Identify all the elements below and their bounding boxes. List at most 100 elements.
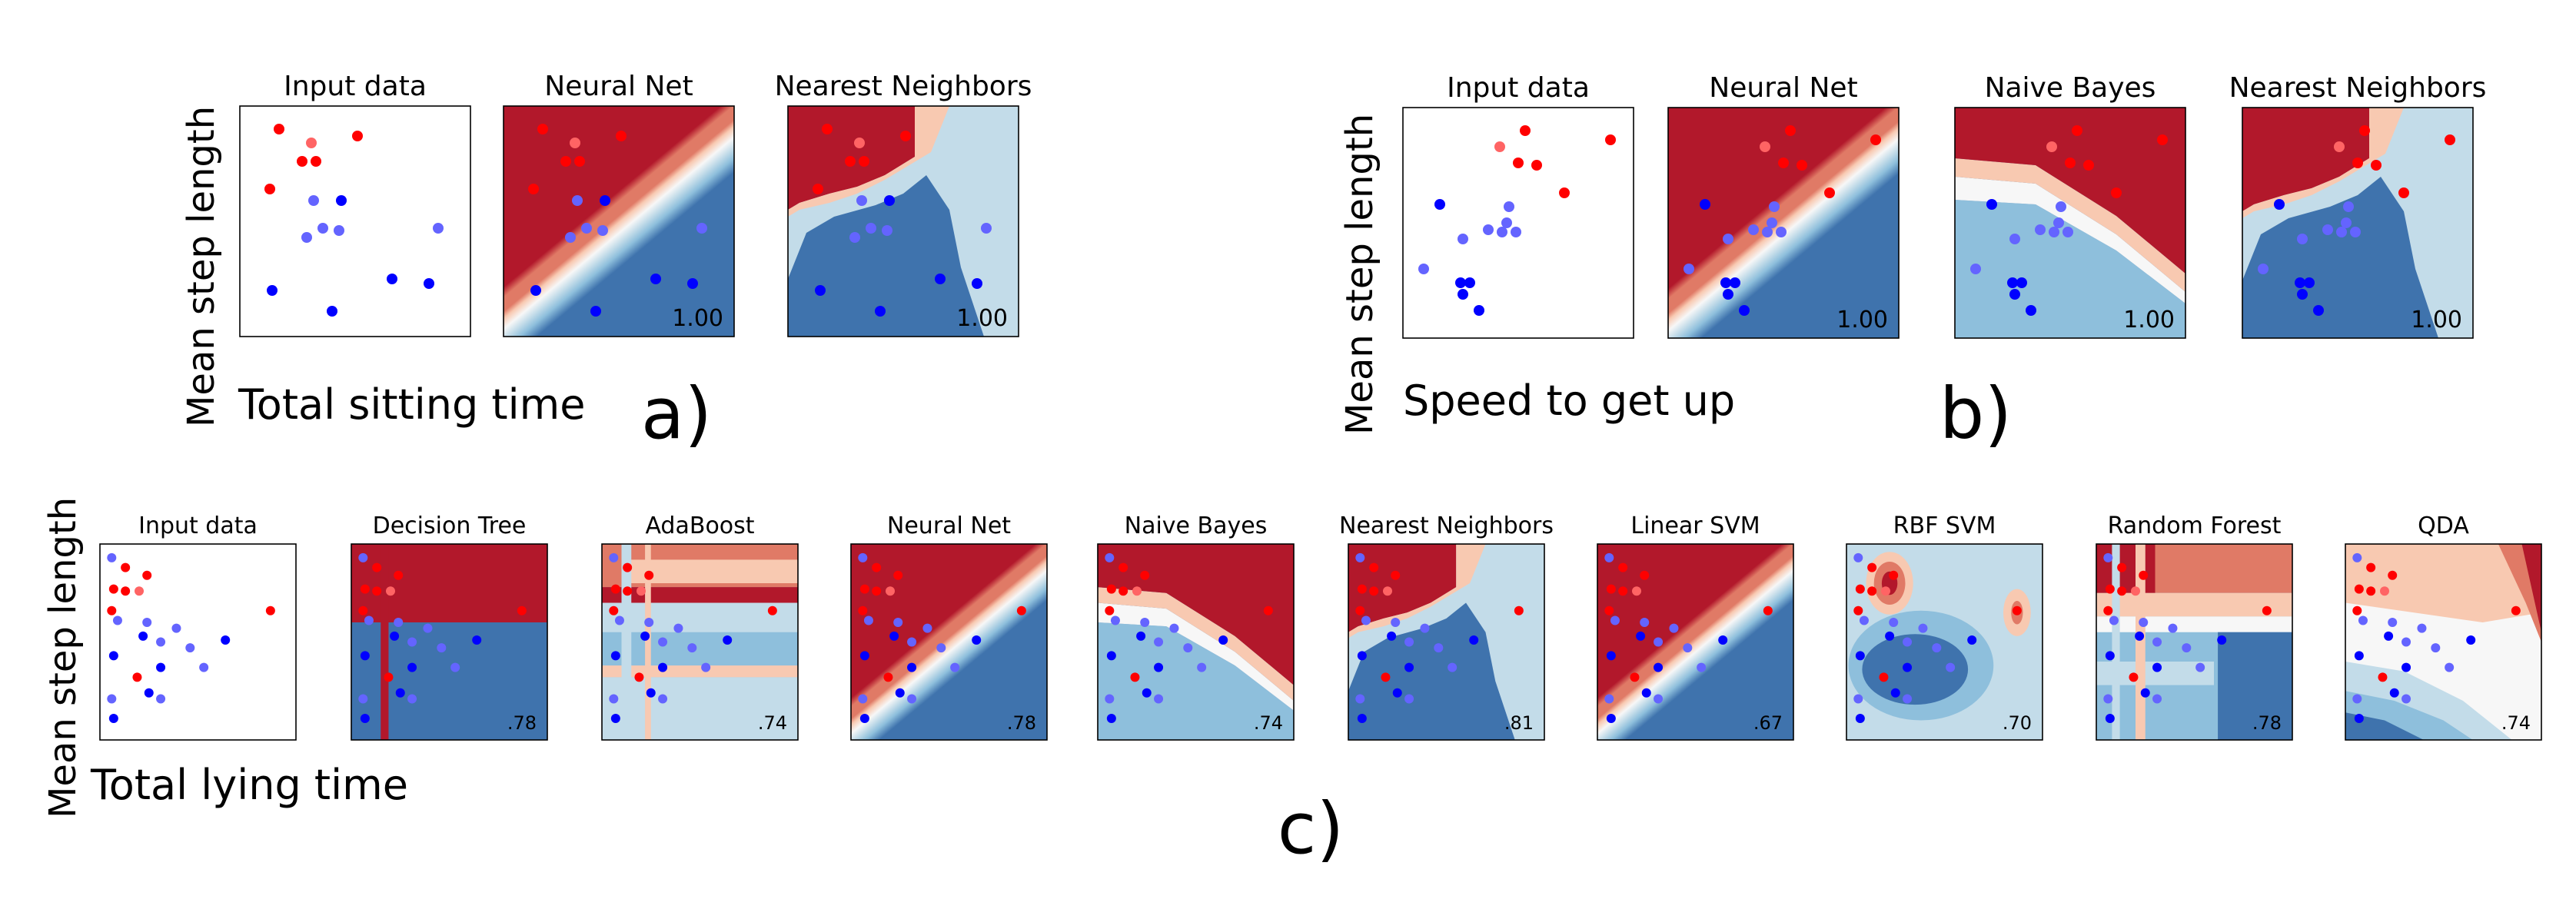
- panel-title: Nearest Neighbors: [775, 71, 1032, 102]
- data-point-blue: [2313, 305, 2324, 316]
- decision-region: [1862, 634, 1969, 705]
- panel-plot-area: [100, 544, 296, 740]
- data-point-blue: [2035, 224, 2046, 235]
- data-point-red: [634, 672, 644, 682]
- data-point-red: [265, 605, 275, 615]
- data-point-blue: [581, 223, 592, 234]
- accuracy-score: 1.00: [956, 305, 1008, 332]
- data-point-red: [2371, 160, 2382, 171]
- data-point-blue: [1700, 199, 1710, 210]
- data-point-red: [845, 156, 856, 167]
- data-point-red: [2157, 134, 2168, 145]
- data-point-red: [1606, 584, 1616, 594]
- data-point-blue: [142, 618, 152, 627]
- data-point-blue: [1154, 694, 1164, 704]
- data-point-blue: [2109, 615, 2119, 625]
- data-point-red: [2262, 605, 2272, 615]
- data-point-blue: [2401, 662, 2411, 672]
- data-point-blue: [2062, 227, 2073, 237]
- panel-plot-area: [240, 106, 470, 337]
- accuracy-score: .81: [1504, 712, 1534, 734]
- data-point-blue: [1718, 635, 1728, 645]
- data-point-blue: [1418, 264, 1429, 274]
- data-point-red: [1855, 584, 1865, 594]
- accuracy-score: 1.00: [2123, 307, 2175, 333]
- panel-c-5: Nearest Neighbors .81: [1339, 513, 1554, 741]
- data-point-blue: [1903, 694, 1913, 704]
- decision-band: [645, 544, 651, 740]
- data-point-blue: [2026, 305, 2036, 316]
- data-point-blue: [2350, 227, 2361, 237]
- data-point-blue: [1511, 227, 1521, 237]
- data-point-blue: [2103, 552, 2113, 562]
- data-point-blue: [2343, 201, 2354, 212]
- panel-title: Decision Tree: [373, 513, 527, 539]
- data-point-blue: [358, 552, 368, 562]
- data-point-blue: [2352, 552, 2362, 562]
- data-point-red: [1520, 125, 1531, 136]
- accuracy-score: .74: [758, 712, 787, 734]
- decision-band: [2096, 592, 2292, 617]
- data-point-blue: [2336, 227, 2347, 237]
- data-point-blue: [2053, 217, 2064, 228]
- data-point-red: [2366, 586, 2376, 596]
- data-point-red: [1140, 570, 1150, 580]
- data-point-red: [1513, 158, 1524, 168]
- decision-band: [1098, 622, 1294, 740]
- data-point-blue: [390, 631, 400, 641]
- data-point-red: [610, 584, 620, 594]
- plot-frame: [1597, 543, 1794, 741]
- section-a-label: a): [641, 373, 712, 455]
- data-point-red: [2380, 586, 2389, 596]
- panel-plot-area: [1955, 108, 2185, 338]
- data-point-red: [1797, 160, 1807, 171]
- data-point-red: [1640, 570, 1650, 580]
- data-point-blue: [1932, 643, 1942, 653]
- decision-band: [602, 602, 798, 632]
- plot-frame: [1954, 107, 2186, 339]
- data-point-blue: [1748, 224, 1759, 235]
- plot-background: [100, 544, 296, 740]
- data-point-blue: [433, 223, 444, 234]
- data-point-blue: [108, 651, 118, 661]
- data-point-red: [2445, 134, 2455, 145]
- data-point-blue: [1142, 688, 1152, 698]
- data-point-blue: [640, 631, 650, 641]
- data-point-red: [1604, 605, 1614, 615]
- data-point-blue: [2049, 227, 2059, 237]
- data-point-blue: [107, 552, 117, 562]
- data-point-blue: [1458, 234, 1468, 244]
- data-point-blue: [2354, 713, 2364, 723]
- data-point-blue: [2297, 289, 2308, 300]
- data-point-blue: [1610, 615, 1620, 625]
- data-point-blue: [2304, 277, 2315, 288]
- data-point-blue: [1859, 615, 1869, 625]
- data-point-red: [1785, 125, 1796, 136]
- data-point-blue: [644, 618, 654, 627]
- decision-band: [1955, 177, 2185, 304]
- section-b-xlabel: Speed to get up: [1403, 377, 1735, 425]
- data-point-blue: [1946, 662, 1956, 672]
- panel-plot-area: [1846, 544, 2043, 740]
- data-point-blue: [472, 635, 482, 645]
- data-point-blue: [614, 615, 624, 625]
- data-point-blue: [308, 195, 319, 206]
- data-point-blue: [884, 195, 895, 206]
- data-point-red: [1824, 187, 1835, 198]
- data-point-blue: [1420, 623, 1430, 633]
- data-point-blue: [1903, 662, 1913, 672]
- data-point-red: [358, 605, 368, 615]
- data-point-blue: [723, 635, 733, 645]
- accuracy-score: 1.00: [1836, 307, 1888, 333]
- data-point-blue: [1776, 227, 1787, 237]
- panel-c-6: Linear SVM .67: [1597, 513, 1794, 741]
- data-point-blue: [646, 688, 656, 698]
- section-a: Mean step length Total sitting time a) I…: [180, 71, 1032, 455]
- data-point-blue: [1669, 623, 1679, 633]
- panel-title: Random Forest: [2108, 513, 2282, 539]
- data-point-blue: [1890, 688, 1900, 698]
- decision-band: [621, 544, 632, 740]
- data-point-red: [517, 605, 527, 615]
- section-c-ylabel: Mean step length: [42, 497, 85, 818]
- data-point-blue: [144, 688, 154, 698]
